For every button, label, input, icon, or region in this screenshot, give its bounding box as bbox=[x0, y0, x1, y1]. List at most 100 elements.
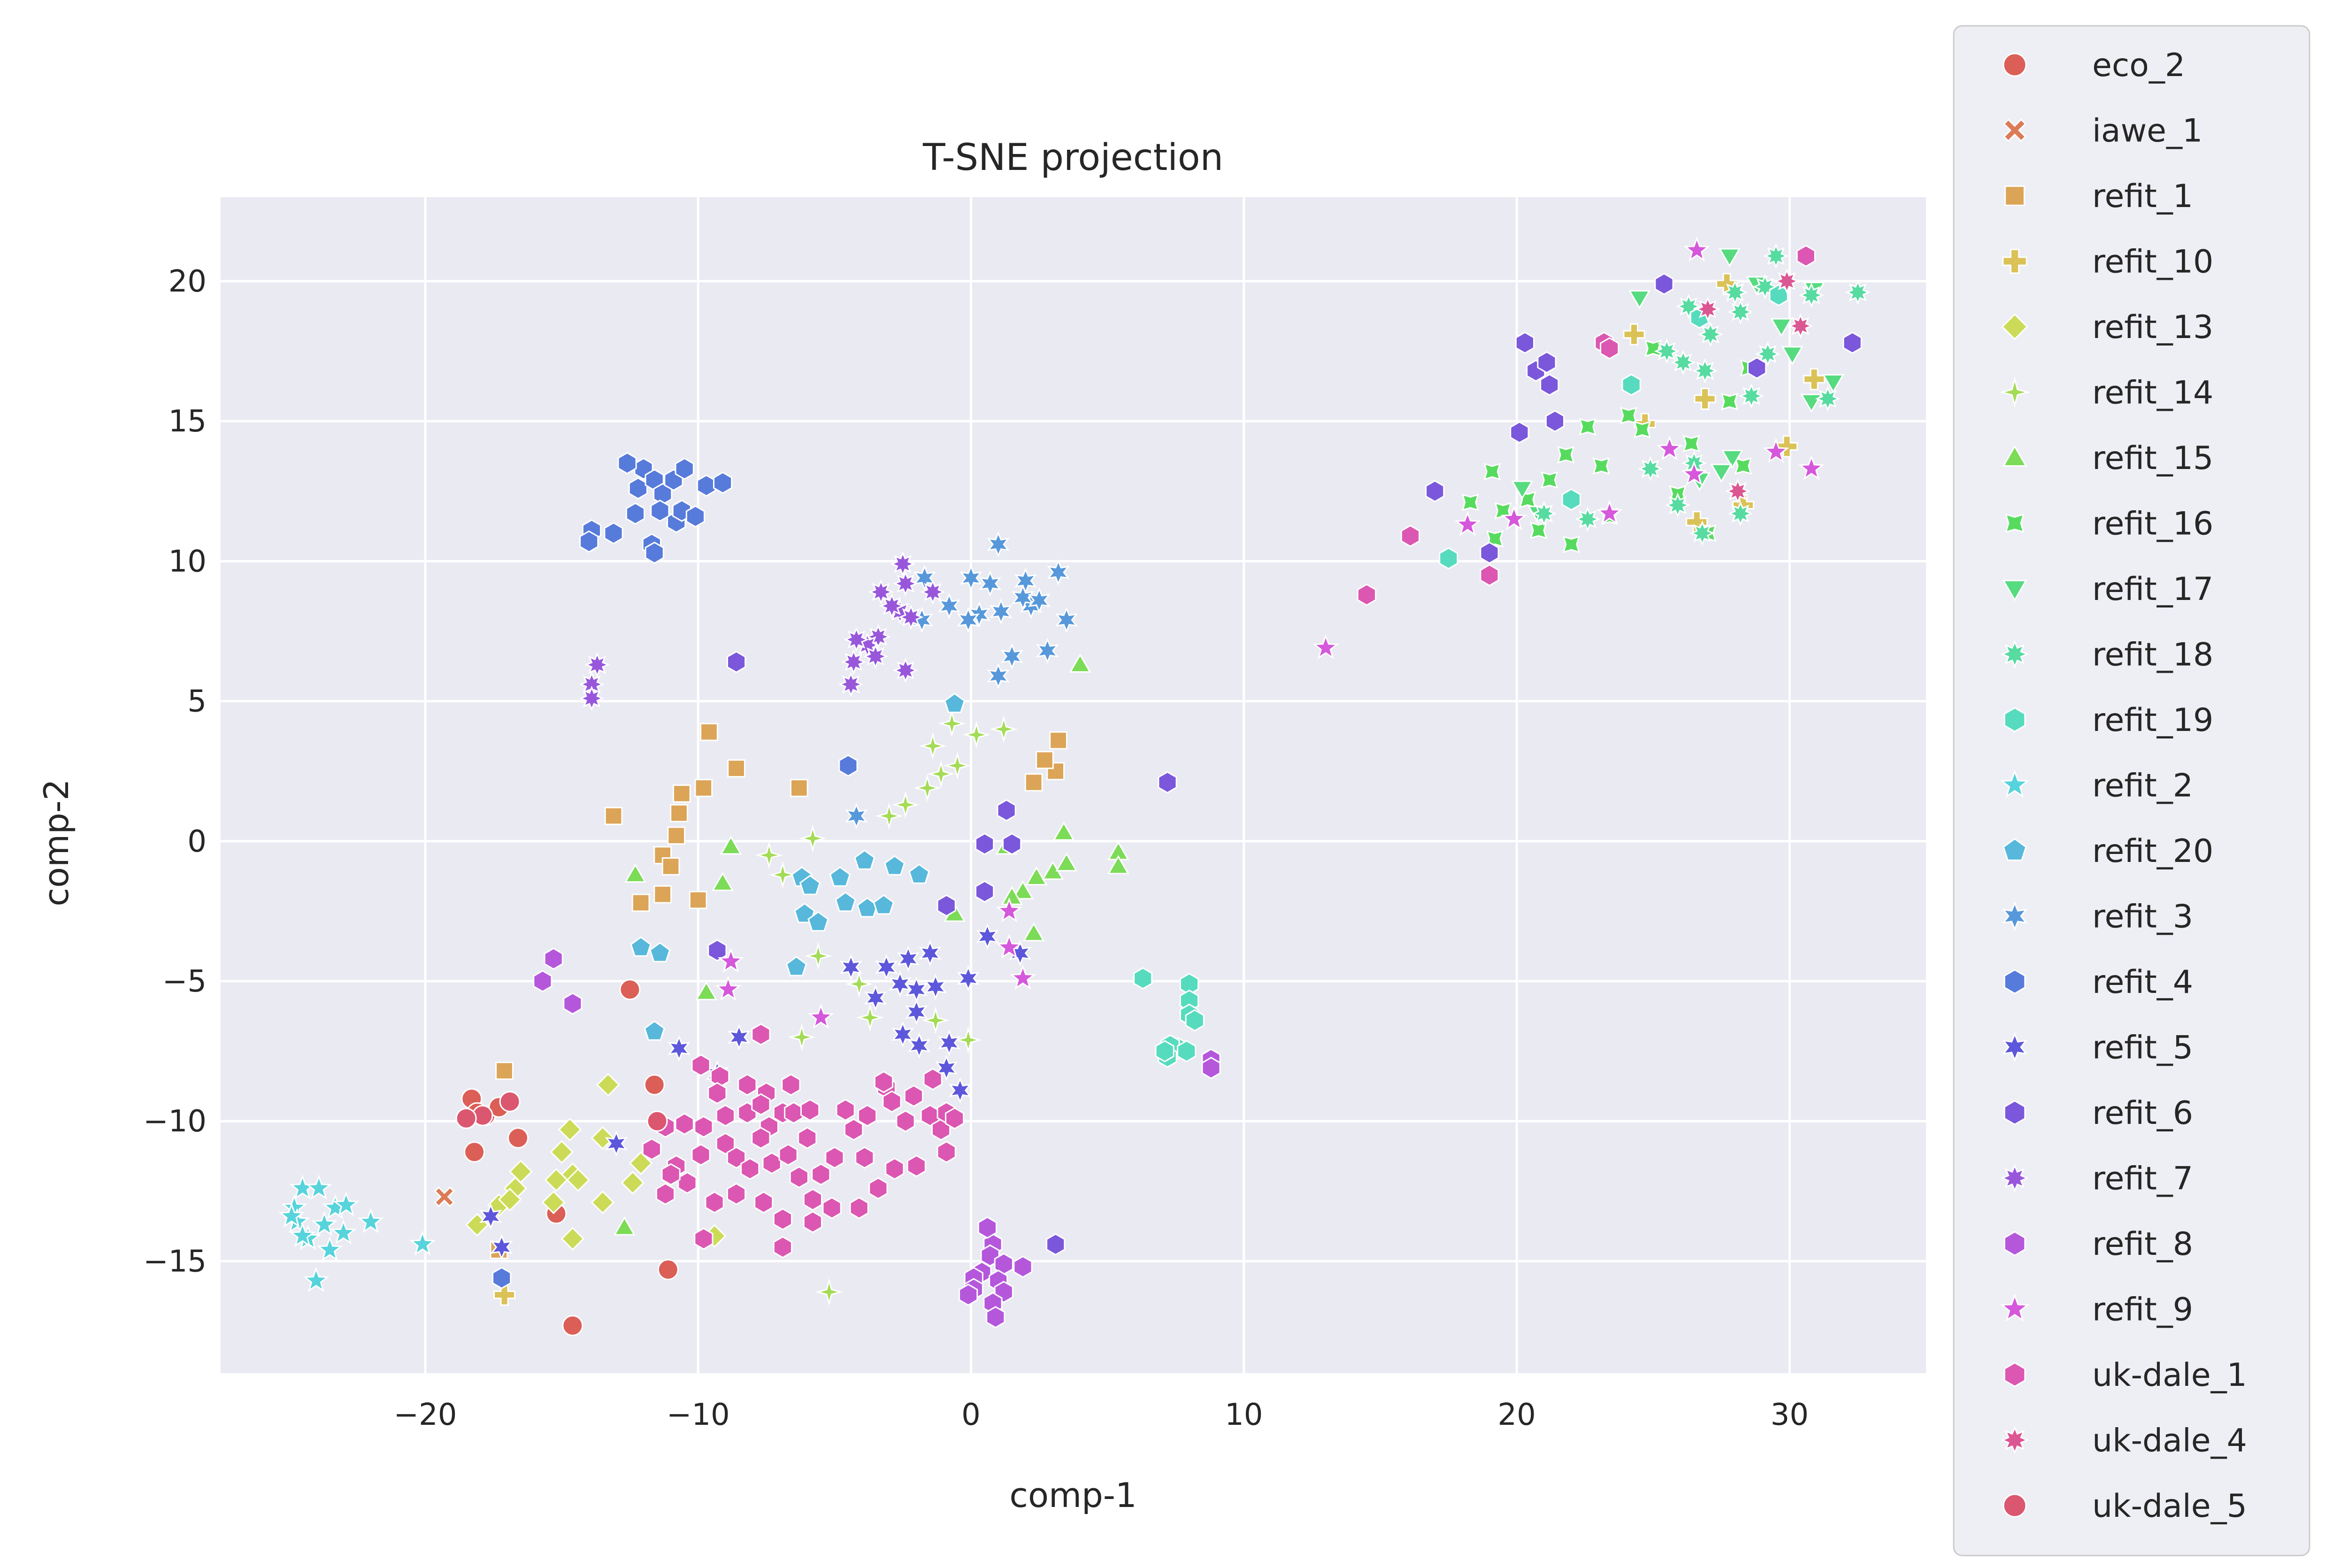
data-point bbox=[1531, 501, 1557, 526]
data-point bbox=[1561, 488, 1581, 511]
data-point bbox=[975, 880, 995, 903]
legend-label: uk-dale_4 bbox=[2092, 1422, 2247, 1460]
data-point bbox=[1439, 547, 1458, 570]
data-point bbox=[751, 1023, 771, 1046]
x-tick-label: 30 bbox=[1771, 1398, 1809, 1432]
data-point bbox=[868, 1177, 888, 1200]
data-point bbox=[893, 571, 918, 597]
data-point bbox=[617, 452, 637, 475]
data-point bbox=[918, 940, 942, 967]
data-point bbox=[1002, 832, 1022, 855]
data-point bbox=[705, 1191, 724, 1214]
data-point bbox=[1461, 493, 1479, 511]
data-point bbox=[825, 1146, 844, 1169]
data-point bbox=[1695, 296, 1720, 322]
data-point bbox=[316, 1236, 343, 1261]
series-uk-dale_5 bbox=[455, 1091, 668, 1132]
x-tick-labels: −20 −10 0 10 20 30 bbox=[393, 1398, 1809, 1432]
data-point bbox=[906, 1154, 926, 1177]
legend-marker bbox=[2002, 445, 2027, 467]
data-point bbox=[1530, 522, 1548, 539]
data-point bbox=[596, 1073, 620, 1097]
data-point bbox=[1177, 1040, 1197, 1062]
data-point bbox=[715, 976, 742, 1001]
data-point bbox=[1052, 821, 1075, 841]
data-point bbox=[751, 1127, 771, 1149]
data-point bbox=[807, 1003, 834, 1029]
data-point bbox=[579, 530, 599, 553]
x-tick-label: 0 bbox=[961, 1398, 981, 1432]
series-refit_5 bbox=[479, 923, 1032, 1261]
data-point bbox=[509, 1160, 533, 1184]
legend-label: refit_8 bbox=[2092, 1226, 2193, 1263]
data-point bbox=[849, 1197, 869, 1219]
data-point bbox=[788, 1023, 816, 1052]
legend-label: refit_1 bbox=[2092, 178, 2193, 215]
data-point bbox=[835, 892, 856, 912]
x-tick-label: 10 bbox=[1225, 1398, 1263, 1432]
data-point bbox=[675, 1113, 694, 1135]
data-point bbox=[1734, 457, 1752, 475]
data-point bbox=[1133, 967, 1153, 990]
data-point bbox=[697, 474, 716, 497]
data-point bbox=[904, 1084, 923, 1107]
data-point bbox=[550, 1140, 574, 1164]
chart-title: T-SNE projection bbox=[922, 137, 1223, 179]
data-point bbox=[645, 541, 664, 564]
data-point bbox=[864, 984, 887, 1011]
legend-marker bbox=[2003, 1362, 2026, 1387]
data-point bbox=[1719, 248, 1741, 268]
data-point bbox=[1722, 279, 1748, 305]
data-point bbox=[1000, 643, 1024, 670]
data-point bbox=[987, 662, 1010, 689]
data-point bbox=[1158, 771, 1177, 794]
data-point bbox=[628, 477, 648, 500]
data-point bbox=[996, 897, 1023, 922]
data-point bbox=[905, 999, 928, 1025]
data-point bbox=[691, 1143, 711, 1166]
data-point bbox=[829, 866, 851, 887]
y-tick-label: 5 bbox=[187, 684, 207, 719]
legend-label: uk-dale_1 bbox=[2092, 1357, 2247, 1394]
data-point bbox=[822, 1197, 842, 1219]
data-point bbox=[1721, 450, 1743, 469]
series-refit_3 bbox=[845, 531, 1078, 830]
data-point bbox=[737, 1073, 757, 1096]
data-point bbox=[990, 598, 1013, 625]
data-point bbox=[804, 942, 832, 970]
legend-box bbox=[1953, 25, 2310, 1556]
data-point bbox=[924, 973, 947, 1000]
legend-marker bbox=[2000, 1164, 2029, 1192]
grid-lines bbox=[221, 197, 1926, 1373]
data-point bbox=[740, 1157, 760, 1180]
data-point bbox=[1055, 852, 1078, 872]
data-point bbox=[464, 1141, 485, 1163]
data-point bbox=[625, 502, 645, 525]
data-point bbox=[898, 604, 924, 630]
data-point bbox=[619, 979, 641, 1000]
data-point bbox=[694, 1227, 714, 1250]
data-point bbox=[855, 1146, 875, 1169]
data-point bbox=[754, 1191, 774, 1214]
legend-marker bbox=[2003, 1100, 2026, 1125]
data-point bbox=[845, 970, 873, 998]
data-point bbox=[863, 644, 889, 669]
data-point bbox=[1727, 501, 1753, 526]
series-refit_6 bbox=[707, 273, 1862, 1256]
data-point bbox=[1842, 331, 1862, 354]
data-point bbox=[727, 1146, 746, 1169]
data-point bbox=[631, 893, 650, 912]
data-point bbox=[1047, 559, 1070, 586]
data-point bbox=[694, 779, 713, 797]
data-point bbox=[1511, 480, 1534, 500]
data-point bbox=[621, 1171, 645, 1195]
data-point bbox=[1692, 358, 1718, 384]
data-point bbox=[499, 1091, 521, 1112]
series-refit_19 bbox=[1133, 284, 1788, 1068]
data-point bbox=[959, 1284, 978, 1306]
data-point bbox=[650, 500, 670, 522]
data-point bbox=[977, 1216, 997, 1239]
data-point bbox=[1803, 368, 1826, 391]
data-point bbox=[434, 1186, 455, 1207]
